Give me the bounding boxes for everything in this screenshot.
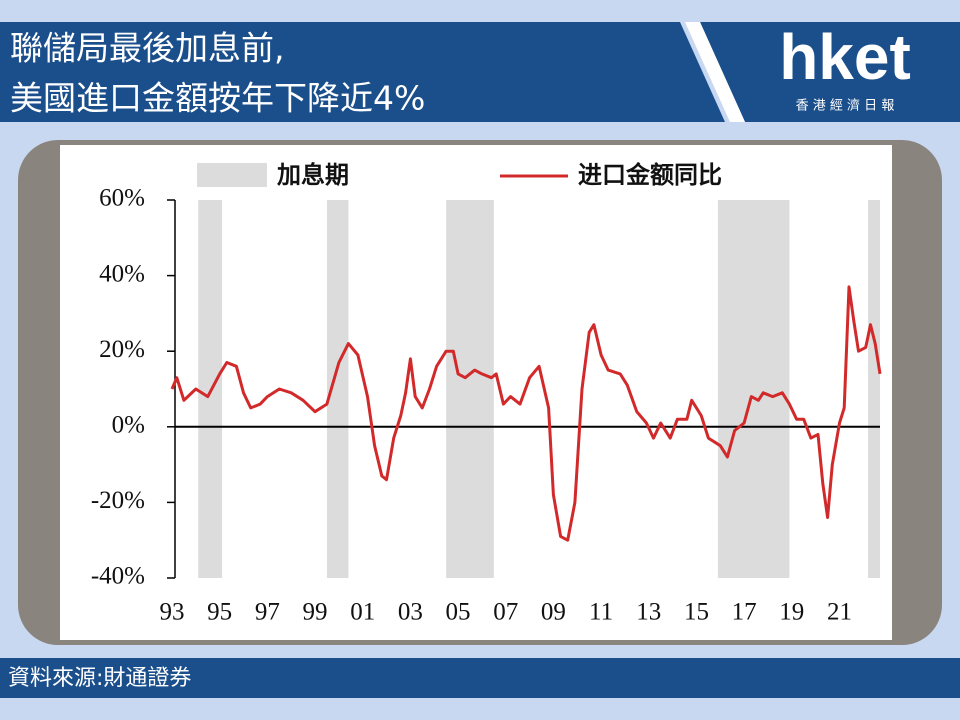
x-tick-label: 03: [398, 599, 423, 626]
x-tick-label: 93: [160, 599, 185, 626]
x-tick-label: 09: [541, 599, 566, 626]
y-tick-label: 0%: [112, 412, 145, 439]
series-line: [170, 285, 882, 542]
hike-period: [717, 200, 790, 578]
hike-period: [326, 200, 349, 578]
x-tick-label: 97: [255, 599, 280, 626]
hike-period: [446, 200, 494, 578]
logo-band: [700, 22, 960, 122]
y-tick-label: 40%: [99, 260, 145, 287]
x-tick-label: 21: [827, 599, 852, 626]
y-tick-label: 20%: [99, 336, 145, 363]
x-tick-label: 19: [779, 599, 804, 626]
legend-label: 加息期: [277, 161, 349, 189]
x-tick-label: 17: [732, 599, 757, 626]
footer-band: [0, 658, 960, 698]
x-tick-label: 01: [350, 599, 375, 626]
x-tick-label: 13: [636, 599, 661, 626]
y-tick-label: 60%: [99, 185, 145, 212]
y-tick-label: -40%: [91, 563, 145, 590]
header-stripe: [685, 22, 745, 122]
hike-period: [868, 200, 880, 578]
plot: 60% 40% 20% 0% -20% -40% 93 95 97 99 01 03 05 07 09 11 1…: [91, 161, 882, 626]
title-line: 美國進口金額按年下降近4%: [10, 79, 425, 118]
title-line: 聯儲局最後加息前,: [10, 29, 285, 68]
x-tick-label: 11: [589, 599, 613, 626]
y-tick-label: -20%: [91, 487, 145, 514]
header-band: [0, 22, 725, 122]
source: 資料來源:財通證券: [8, 666, 191, 691]
legend-swatch: [197, 163, 267, 187]
logo-subtitle: 香 港 經 濟 日 報: [796, 98, 895, 114]
x-tick-label: 95: [207, 599, 232, 626]
logo: hket: [779, 21, 911, 93]
legend-label: 进口金额同比: [578, 161, 722, 189]
x-tick-label: 15: [684, 599, 709, 626]
x-tick-label: 07: [493, 599, 518, 626]
x-tick-label: 99: [303, 599, 328, 626]
x-tick-label: 05: [446, 599, 471, 626]
